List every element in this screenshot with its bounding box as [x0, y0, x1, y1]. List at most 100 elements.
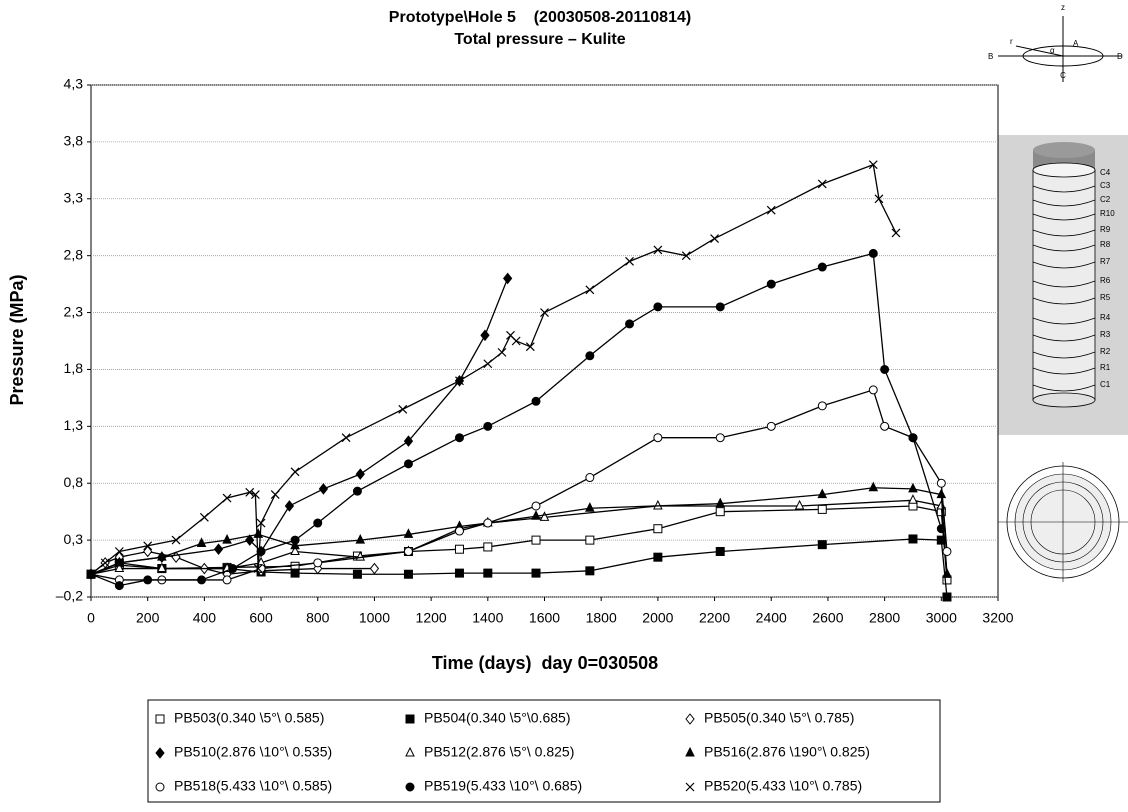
- data-point: [874, 194, 884, 204]
- x-tick-label: 1600: [529, 610, 560, 626]
- ring-label: C2: [1100, 195, 1111, 204]
- data-point: [222, 533, 232, 544]
- data-point: [270, 490, 280, 500]
- diagram-label: B: [988, 52, 993, 61]
- data-point: [625, 256, 634, 266]
- data-point: [222, 493, 232, 503]
- data-point: [942, 546, 952, 556]
- data-point: [143, 575, 153, 585]
- data-point: [817, 262, 827, 272]
- data-point: [585, 285, 595, 295]
- ring-label: R2: [1100, 347, 1111, 356]
- data-point: [817, 504, 827, 514]
- data-point: [936, 478, 946, 488]
- data-point: [403, 546, 413, 556]
- data-point: [157, 562, 167, 573]
- data-point: [868, 481, 879, 492]
- ring-label: R5: [1100, 293, 1111, 302]
- chart-title: Prototype\Hole 5 (20030508-20110814): [389, 9, 691, 26]
- data-point: [908, 433, 918, 443]
- ring-label: R4: [1100, 313, 1111, 322]
- data-point: [454, 433, 464, 443]
- y-tick-label: 3,3: [64, 189, 84, 205]
- data-point: [253, 564, 263, 573]
- data-point: [403, 459, 413, 469]
- data-point: [352, 569, 362, 579]
- ring-label: C4: [1100, 168, 1111, 177]
- data-point: [222, 575, 232, 585]
- ring-label: R6: [1100, 276, 1111, 285]
- data-point: [585, 351, 595, 361]
- y-tick-label: 4,3: [64, 76, 84, 92]
- data-point: [531, 396, 541, 406]
- data-point: [483, 518, 493, 528]
- data-point: [290, 535, 300, 545]
- legend-marker: [155, 714, 165, 724]
- legend-label: PB504(0.340 \5°\0.685): [424, 710, 570, 726]
- data-point: [681, 251, 691, 261]
- data-point: [715, 497, 726, 508]
- data-point: [454, 544, 464, 554]
- data-point: [355, 468, 365, 480]
- data-point: [114, 547, 124, 556]
- data-point: [766, 205, 776, 215]
- data-point: [256, 564, 266, 574]
- data-point: [398, 404, 408, 414]
- data-point: [483, 359, 493, 369]
- data-point: [196, 537, 207, 548]
- x-tick-label: 1200: [416, 610, 447, 626]
- data-point: [403, 569, 413, 579]
- data-point: [290, 545, 300, 555]
- data-point: [868, 385, 878, 395]
- data-point: [585, 473, 595, 483]
- y-tick-label: –0,2: [56, 588, 83, 604]
- data-point: [454, 526, 464, 536]
- data-point: [284, 500, 295, 512]
- data-point: [114, 581, 124, 591]
- data-point: [868, 160, 878, 170]
- data-point: [199, 512, 209, 522]
- data-point: [710, 234, 719, 244]
- data-point: [868, 248, 878, 258]
- data-point: [313, 558, 323, 568]
- diagram-label: α: [1050, 46, 1055, 55]
- data-point: [114, 562, 125, 573]
- data-point: [540, 308, 549, 317]
- y-tick-label: 2,3: [64, 303, 84, 319]
- data-point: [936, 488, 947, 499]
- series-line: [90, 389, 948, 581]
- legend-marker: [405, 782, 415, 792]
- data-point: [143, 541, 153, 551]
- chart-subtitle: Total pressure – Kulite: [454, 31, 625, 48]
- ring-label: C3: [1100, 181, 1111, 190]
- x-tick-label: 2800: [869, 610, 900, 626]
- data-point: [245, 534, 255, 546]
- orientation-diagram: [998, 16, 1122, 82]
- data-point: [483, 421, 493, 431]
- diagram-label: A: [1073, 39, 1079, 48]
- x-tick-label: 0: [87, 610, 95, 626]
- data-point: [318, 483, 329, 495]
- legend-marker: [405, 746, 415, 757]
- data-point: [817, 488, 828, 499]
- diagram-label: r: [1010, 37, 1013, 46]
- data-point: [403, 528, 414, 538]
- legend-marker: [685, 782, 695, 792]
- data-point: [290, 539, 300, 550]
- data-point: [503, 272, 513, 285]
- data-point: [531, 510, 541, 520]
- legend-box: [147, 699, 941, 803]
- ring-label: R9: [1100, 225, 1111, 234]
- data-point: [908, 534, 918, 544]
- cross-section-diagram: [998, 462, 1128, 582]
- ring-label: R8: [1100, 240, 1111, 249]
- legend-label: PB516(2.876 \190°\ 0.825): [704, 744, 870, 760]
- data-point: [817, 179, 827, 189]
- data-point: [454, 568, 464, 578]
- x-tick-label: 400: [193, 610, 217, 626]
- ring-label: R10: [1100, 209, 1115, 218]
- data-point: [766, 421, 776, 431]
- data-point: [942, 592, 952, 602]
- data-point: [880, 364, 890, 374]
